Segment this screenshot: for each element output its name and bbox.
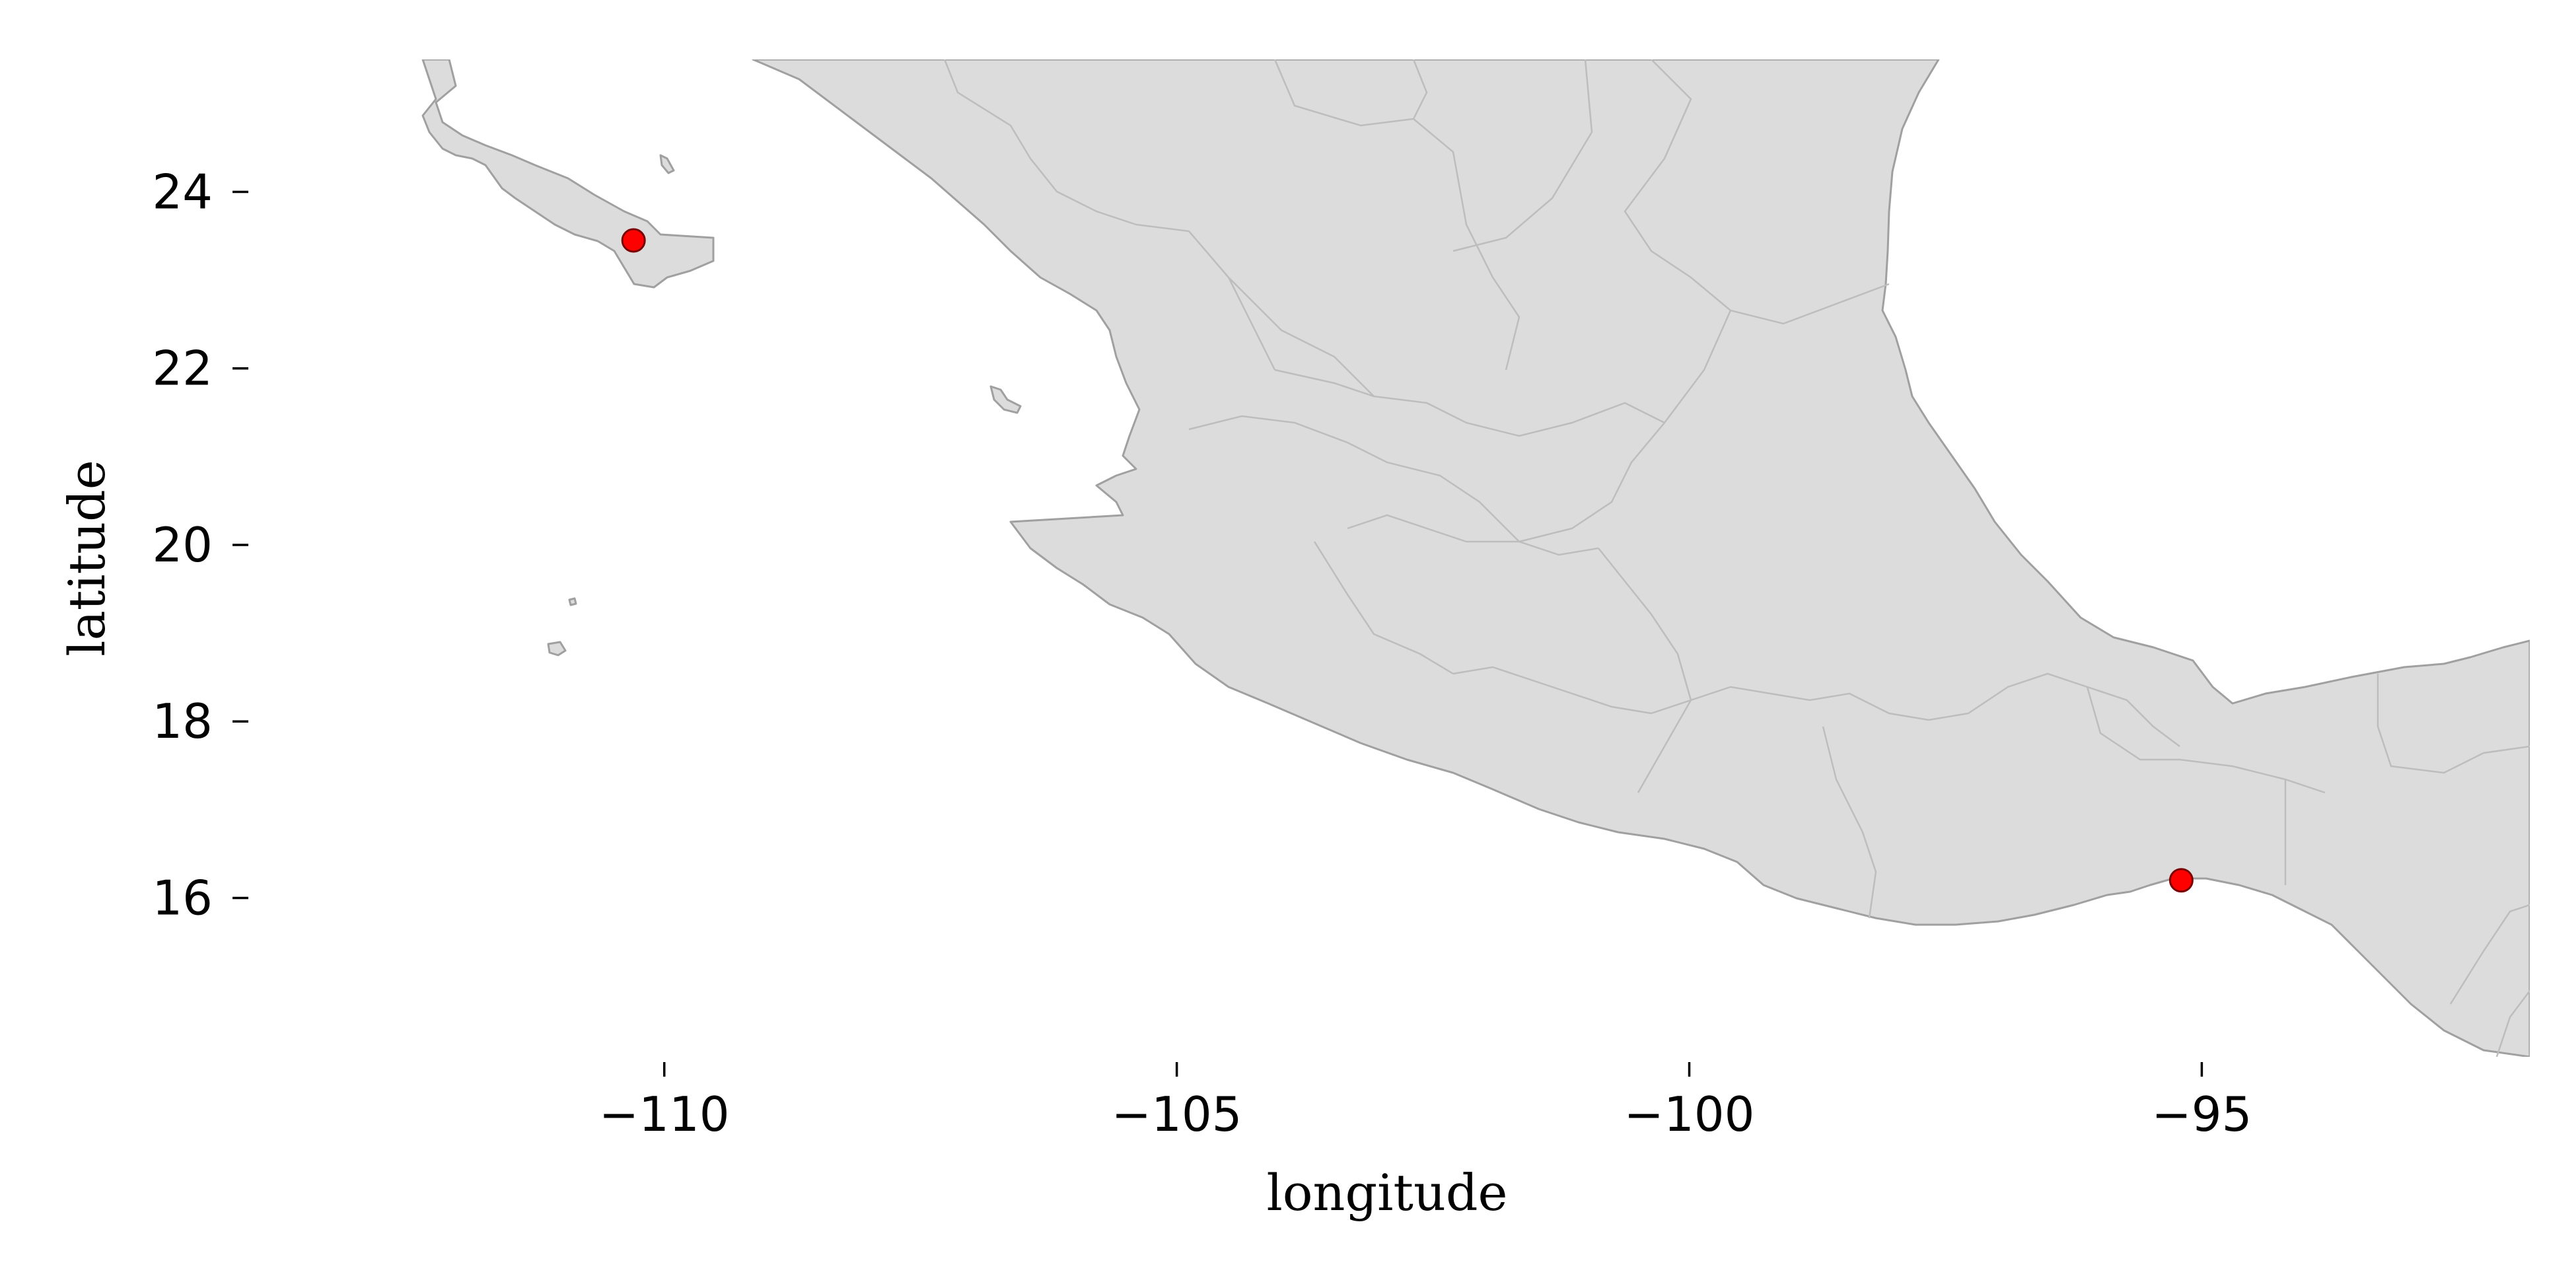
state-border [1651, 686, 1969, 721]
socorro-island-land [547, 641, 567, 657]
y-tick-label: 16 [152, 870, 213, 925]
y-tick-label: 20 [152, 517, 213, 573]
baja-california-land [421, 59, 715, 289]
y-tick-label: 24 [152, 164, 213, 219]
country-border [2495, 990, 2530, 1057]
mexico-mainland-land [752, 59, 2530, 1057]
y-tick-label: 18 [152, 694, 213, 749]
state-border [1273, 59, 1428, 127]
y-tick-label: 22 [152, 341, 213, 396]
state-border [1624, 59, 1731, 311]
location-marker [2168, 868, 2194, 893]
markers-layer [621, 228, 2194, 893]
state-border [1347, 514, 1599, 556]
state-border [2377, 674, 2530, 774]
state-border [1452, 59, 1593, 252]
state-border [943, 59, 1137, 226]
state-border [1228, 277, 1375, 397]
x-tick-label: −110 [599, 1087, 730, 1142]
state-border [1274, 369, 1665, 437]
state-border [1598, 548, 1692, 793]
x-axis: −110 −105 −100 −95 [599, 1062, 2252, 1142]
state-border [1519, 310, 1732, 543]
border-layer [943, 59, 2530, 1057]
y-axis-title: latitude [57, 460, 116, 657]
state-border [1313, 541, 1454, 675]
state-border [1188, 415, 1520, 542]
location-marker [621, 228, 646, 253]
plot-area [421, 59, 2530, 1057]
islas-marias-land [989, 385, 1022, 414]
x-tick-label: −105 [1112, 1087, 1242, 1142]
state-border [1822, 726, 1877, 919]
state-border [1452, 666, 1652, 715]
y-axis: 16 18 20 22 24 [152, 164, 248, 925]
state-border [1730, 283, 1890, 325]
land-layer [421, 59, 2530, 1057]
x-axis-title: longitude [1266, 1163, 1507, 1222]
country-border [2449, 904, 2530, 1005]
isla-cerralvo-land [659, 154, 675, 174]
san-benedicto-island-land [568, 597, 577, 606]
state-border [1413, 118, 1521, 371]
x-tick-label: −100 [1624, 1087, 1755, 1142]
x-tick-label: −95 [2151, 1087, 2252, 1142]
